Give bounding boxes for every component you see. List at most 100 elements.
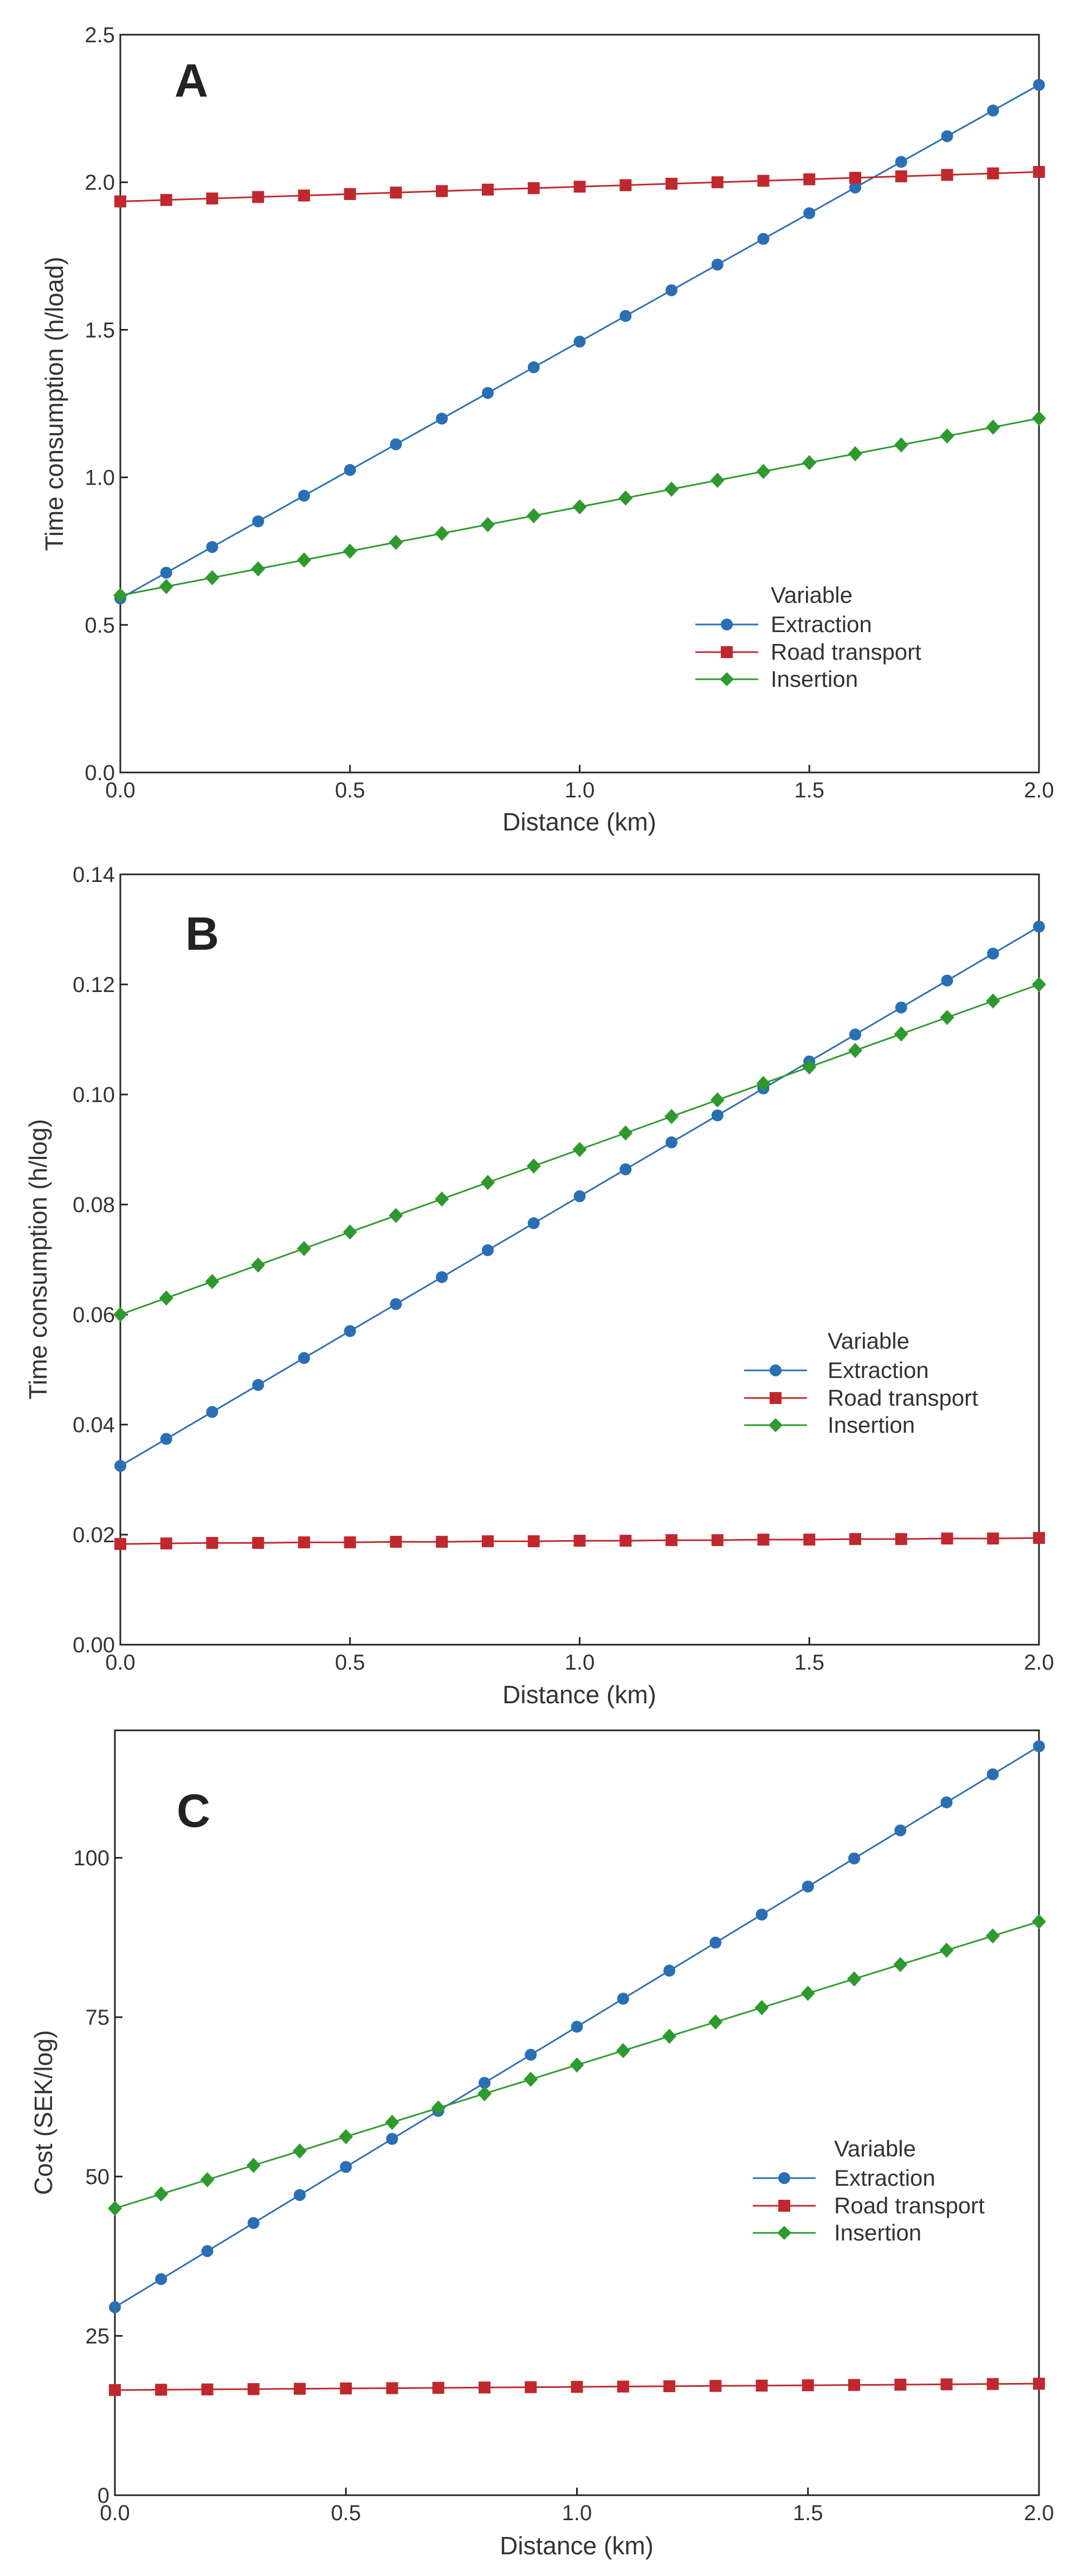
data-point (159, 579, 173, 595)
data-point (154, 2186, 169, 2202)
legend-marker (721, 619, 733, 630)
data-point (1033, 79, 1045, 91)
series-extraction (114, 920, 1045, 1472)
data-point (711, 176, 724, 189)
legend-marker (778, 2200, 790, 2212)
data-point (666, 284, 677, 297)
data-point (939, 1942, 954, 1958)
data-point (252, 191, 264, 203)
data-point (114, 1538, 126, 1550)
x-tick-label: 2.0 (1024, 1651, 1054, 1675)
legend: Variable Extraction Road transport Inser… (695, 582, 921, 692)
data-point (849, 1533, 861, 1545)
y-axis-title: Time consumption (h/log) (24, 1119, 52, 1399)
data-point (385, 2115, 399, 2130)
legend-entry-insertion: Insertion (753, 2220, 921, 2245)
data-point (941, 974, 953, 987)
data-point (941, 1532, 953, 1545)
data-point (160, 1433, 172, 1445)
series-extraction (114, 79, 1045, 604)
x-tick-label: 0.0 (105, 778, 135, 802)
legend-marker (769, 1418, 783, 1432)
data-point (432, 2381, 444, 2394)
y-tick-label: 0.00 (73, 1633, 115, 1657)
x-tick-label: 1.0 (562, 2501, 592, 2525)
data-point (940, 2378, 953, 2391)
data-point (803, 207, 816, 220)
data-point (711, 1534, 724, 1547)
data-point (848, 1852, 860, 1865)
y-tick-label: 0.04 (73, 1413, 115, 1437)
data-point (389, 534, 403, 550)
data-point (1032, 1914, 1046, 1929)
data-point (246, 2158, 261, 2173)
data-point (756, 2379, 768, 2392)
data-point (849, 181, 861, 194)
legend-label: Road transport (834, 2193, 985, 2218)
data-point (109, 2301, 121, 2314)
data-point (617, 2380, 629, 2393)
data-point (205, 1274, 220, 1290)
legend-marker (770, 1392, 782, 1404)
series-insertion (113, 977, 1046, 1322)
data-point (527, 1535, 540, 1548)
data-point (895, 156, 907, 168)
x-tick-label: 1.0 (565, 1651, 595, 1675)
data-point (757, 233, 770, 245)
data-point (482, 183, 494, 196)
data-point (160, 566, 172, 579)
data-point (251, 561, 266, 577)
data-point (390, 1536, 402, 1548)
data-point (619, 1535, 632, 1547)
y-tick-label: 100 (73, 1846, 109, 1870)
data-point (987, 948, 999, 960)
data-point (757, 175, 770, 187)
y-tick-label: 0.5 (85, 614, 115, 637)
data-point (572, 499, 587, 515)
x-tick-label: 0.5 (335, 1651, 365, 1675)
data-point (481, 1175, 495, 1190)
data-point (619, 179, 632, 191)
data-point (482, 387, 494, 399)
y-tick-label: 0.14 (73, 863, 115, 887)
y-tick-label: 0.0 (85, 761, 115, 785)
data-point (849, 1028, 861, 1041)
data-point (247, 2383, 260, 2395)
data-point (113, 588, 127, 603)
data-point (847, 1971, 861, 1987)
data-point (340, 2161, 352, 2173)
data-point (1033, 2378, 1045, 2390)
data-point (894, 437, 908, 453)
data-point (986, 420, 1000, 435)
panel-c: 0.0 0.5 1.0 1.5 2.0 0 25 50 75 100 C Distance (km… (29, 1729, 1054, 2560)
data-point (756, 1908, 768, 1921)
series-insertion (113, 410, 1046, 603)
data-point (160, 1537, 172, 1550)
legend-marker (777, 2226, 791, 2240)
data-point (616, 2043, 630, 2058)
legend-label: Extraction (828, 1357, 929, 1383)
data-point (801, 1986, 815, 2001)
data-point (477, 2086, 492, 2102)
legend-label: Insertion (834, 2220, 921, 2245)
data-point (386, 2133, 398, 2145)
data-point (109, 2384, 121, 2396)
data-point (155, 2384, 167, 2396)
data-point (206, 1406, 218, 1418)
data-point (343, 543, 357, 559)
data-point (435, 526, 449, 542)
data-point (389, 1208, 403, 1223)
x-tick-label: 0.5 (335, 778, 365, 802)
y-tick-label: 2.5 (85, 23, 115, 47)
data-point (573, 336, 586, 348)
data-point (941, 169, 953, 181)
data-point (252, 1379, 264, 1391)
legend-entry-insertion: Insertion (695, 666, 858, 692)
data-point (390, 186, 402, 199)
data-point (708, 2014, 723, 2030)
data-point (985, 1928, 1000, 1944)
legend-entry-road-transport: Road transport (753, 2193, 985, 2218)
data-point (619, 310, 632, 322)
data-point (298, 1536, 310, 1549)
